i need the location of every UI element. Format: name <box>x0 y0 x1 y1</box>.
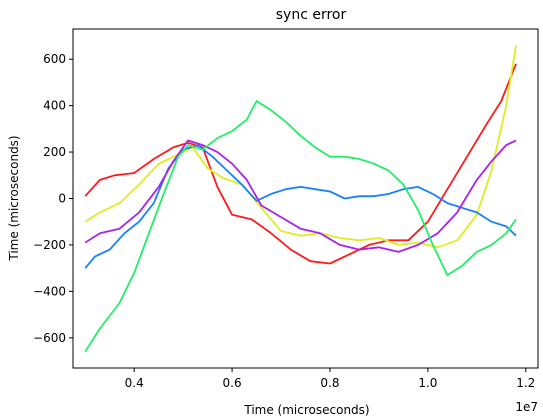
y-tick-label: −600 <box>33 331 66 345</box>
series-line-5 <box>84 100 517 353</box>
y-tick-label: −400 <box>33 284 66 298</box>
y-tick-label: 0 <box>58 192 66 206</box>
x-tick-label: 1.0 <box>418 376 437 390</box>
series-line-2 <box>84 45 517 249</box>
series-line-3 <box>84 144 517 269</box>
chart-title: sync error <box>276 7 347 23</box>
x-axis: 0.4 0.6 0.8 1.0 1.2 <box>125 368 535 390</box>
series-line-4 <box>84 139 517 253</box>
x-tick-label: 1.2 <box>516 376 535 390</box>
y-axis-label: Time (microseconds) <box>7 135 21 261</box>
y-axis: −600 −400 −200 0 200 400 600 <box>33 52 73 345</box>
y-tick-label: 200 <box>43 145 66 159</box>
x-axis-offset-label: 1e7 <box>515 400 538 414</box>
x-tick-label: 0.4 <box>125 376 144 390</box>
x-tick-label: 0.6 <box>223 376 242 390</box>
series-group <box>84 45 517 353</box>
y-tick-label: −200 <box>33 238 66 252</box>
y-tick-label: 400 <box>43 99 66 113</box>
y-tick-label: 600 <box>43 52 66 66</box>
series-line-1 <box>84 63 517 265</box>
x-axis-label: Time (microseconds) <box>243 403 369 417</box>
plot-frame <box>72 28 539 369</box>
x-tick-label: 0.8 <box>320 376 339 390</box>
